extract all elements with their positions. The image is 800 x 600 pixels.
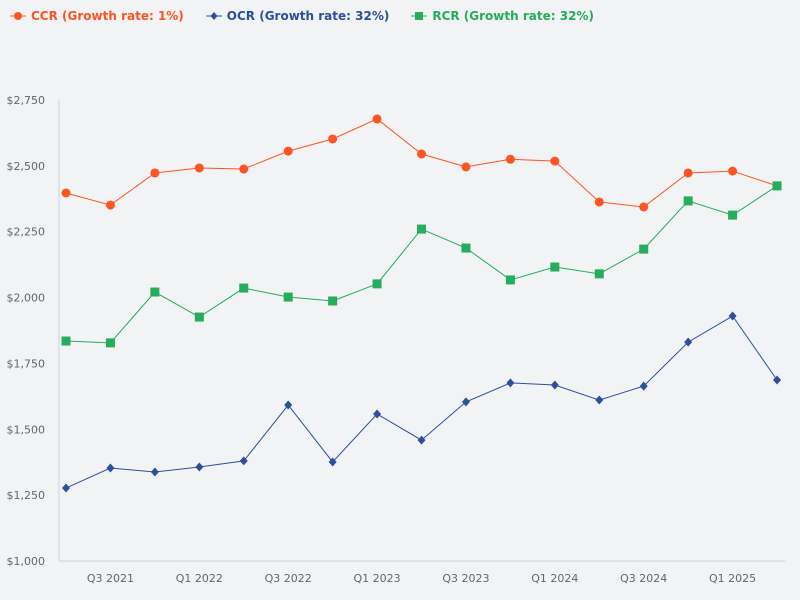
- legend-label: OCR (Growth rate: 32%): [226, 9, 390, 23]
- y-tick-label: $1,250: [7, 489, 46, 502]
- ocr-data-point: [239, 456, 248, 466]
- ccr-data-point: [594, 197, 604, 207]
- ccr-data-point: [328, 134, 338, 144]
- rcr-data-point: [105, 338, 115, 348]
- rcr-data-point: [194, 312, 204, 322]
- ccr-data-point: [683, 168, 693, 178]
- x-tick-label: Q1 2023: [354, 572, 401, 585]
- rcr-data-point: [728, 210, 738, 220]
- x-tick-label: Q1 2024: [531, 572, 578, 585]
- ocr-data-point: [195, 462, 204, 472]
- x-tick-label: Q3 2024: [620, 572, 667, 585]
- y-tick-label: $1,000: [7, 555, 46, 568]
- legend-item-rcr[interactable]: RCR (Growth rate: 32%): [411, 9, 594, 23]
- ccr-series-line: [65, 118, 778, 208]
- ccr-data-point: [150, 168, 160, 178]
- ocr-series-line: [65, 315, 778, 489]
- ocr-data-point: [373, 409, 382, 419]
- legend-item-ocr[interactable]: OCR (Growth rate: 32%): [205, 9, 390, 23]
- rcr-data-point: [61, 336, 71, 346]
- rcr-series-line: [65, 185, 778, 344]
- legend-label: RCR (Growth rate: 32%): [432, 9, 594, 23]
- rcr-data-point: [283, 292, 293, 302]
- legend: CCR (Growth rate: 1%) OCR (Growth rate: 3…: [10, 9, 594, 23]
- ccr-data-point: [372, 114, 382, 124]
- ccr-data-point: [61, 188, 71, 198]
- rcr-data-point: [505, 275, 515, 285]
- ocr-data-point: [639, 381, 648, 391]
- rcr-data-point: [594, 269, 604, 279]
- x-tick-label: Q1 2025: [709, 572, 756, 585]
- ccr-data-point: [283, 146, 293, 156]
- x-tick-label: Q1 2022: [176, 572, 223, 585]
- ccr-data-point: [550, 156, 560, 166]
- rcr-data-point: [683, 196, 693, 206]
- ocr-data-point: [284, 400, 293, 410]
- ocr-data-point: [461, 397, 470, 407]
- y-tick-label: $1,500: [7, 423, 46, 436]
- ccr-data-point: [417, 149, 427, 159]
- ccr-data-point: [239, 164, 249, 174]
- ccr-data-point: [728, 166, 738, 176]
- legend-label: CCR (Growth rate: 1%): [31, 9, 184, 23]
- x-tick-label: Q3 2022: [265, 572, 312, 585]
- y-tick-label: $2,750: [7, 94, 46, 107]
- rcr-data-point: [239, 283, 249, 293]
- y-tick-label: $2,000: [7, 292, 46, 305]
- square-marker-icon: [411, 12, 428, 20]
- ccr-data-point: [639, 202, 649, 212]
- ocr-data-point: [506, 378, 515, 388]
- ccr-data-point: [194, 163, 204, 173]
- y-tick-label: $2,250: [7, 226, 46, 239]
- y-tick-label: $1,750: [7, 357, 46, 370]
- diamond-marker-icon: [205, 12, 222, 20]
- circle-marker-icon: [10, 12, 26, 20]
- ocr-data-point: [550, 380, 559, 390]
- rcr-data-point: [772, 181, 782, 191]
- rcr-data-point: [461, 243, 471, 253]
- rcr-data-point: [639, 244, 649, 254]
- ocr-data-point: [728, 311, 737, 321]
- rcr-data-point: [150, 287, 160, 297]
- ocr-data-point: [106, 463, 115, 473]
- rcr-data-point: [372, 279, 382, 289]
- ccr-data-point: [461, 162, 471, 172]
- x-tick-label: Q3 2021: [87, 572, 134, 585]
- rcr-data-point: [328, 296, 338, 306]
- ocr-data-point: [773, 375, 782, 385]
- ocr-data-point: [595, 395, 604, 405]
- rcr-data-point: [417, 224, 427, 234]
- x-tick-label: Q3 2023: [442, 572, 489, 585]
- ccr-data-point: [505, 154, 515, 164]
- ocr-data-point: [328, 457, 337, 467]
- ocr-data-point: [62, 483, 70, 493]
- ocr-data-point: [150, 467, 159, 477]
- ocr-data-point: [684, 337, 693, 347]
- legend-item-ccr[interactable]: CCR (Growth rate: 1%): [10, 9, 184, 23]
- ocr-data-point: [417, 435, 426, 445]
- ccr-data-point: [105, 200, 115, 210]
- rcr-data-point: [550, 262, 560, 272]
- y-tick-label: $2,500: [7, 160, 46, 173]
